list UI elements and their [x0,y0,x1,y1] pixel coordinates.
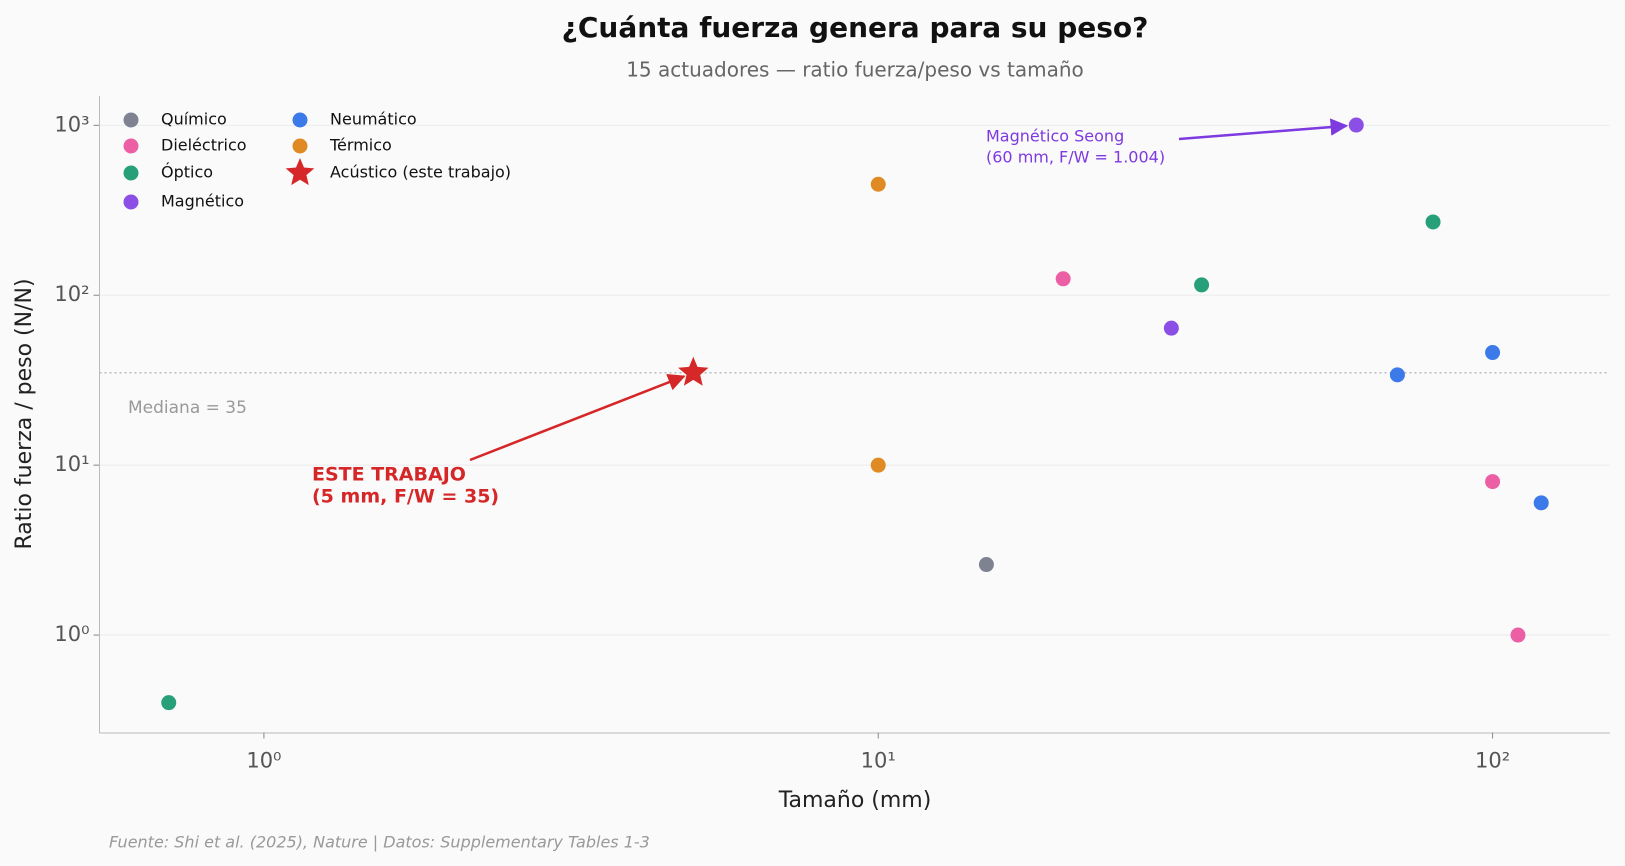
legend-label: Térmico [329,136,392,155]
legend-label: Acústico (este trabajo) [330,163,511,182]
y-tick-label: 10² [54,282,89,306]
y-tick-label: 10⁰ [54,622,89,646]
x-tick-label: 10² [1475,749,1510,773]
legend-label: Químico [161,110,227,129]
annotation-text: Magnético Seong [986,127,1124,146]
chart-title: ¿Cuánta fuerza genera para su peso? [562,11,1149,44]
scatter-point [1389,367,1405,383]
legend-label: Óptico [161,163,213,182]
legend-marker [123,112,139,128]
source-note: Fuente: Shi et al. (2025), Nature | Dato… [109,833,650,852]
scatter-point [1485,345,1501,361]
scatter-point [1425,214,1441,230]
annotation-text: (5 mm, F/W = 35) [312,486,499,508]
scatter-point [1055,271,1071,287]
scatter-point [1163,320,1179,336]
x-tick-label: 10¹ [861,749,896,773]
y-tick-label: 10³ [54,112,89,136]
scatter-point [870,176,886,192]
annotation-arrow [469,373,686,462]
legend-marker [123,138,139,154]
scatter-point [978,557,994,573]
legend-marker [292,112,308,128]
scatter-point [161,695,177,711]
x-axis-label: Tamaño (mm) [778,788,932,813]
legend-marker [292,138,308,154]
x-tick-label: 10⁰ [246,749,281,773]
scatter-point [1510,627,1526,643]
scatter-point [1194,277,1210,293]
legend-label: Magnético [161,192,244,211]
y-axis-label: Ratio fuerza / peso (N/N) [12,278,37,549]
scatter-point [1485,474,1501,490]
annotation-text: ESTE TRABAJO [312,464,466,486]
annotation-text: (60 mm, F/W = 1.004) [986,148,1165,167]
y-tick-label: 10¹ [54,452,89,476]
legend-label: Dieléctrico [161,136,247,155]
legend-marker [285,158,315,186]
scatter-point [1533,495,1549,511]
legend-marker [123,165,139,181]
annotation-arrow [1178,118,1349,141]
legend-label: Neumático [330,110,417,129]
star-point [678,356,709,386]
scatter-point [1348,117,1364,133]
scatter-point [870,457,886,473]
median-label: Mediana = 35 [128,398,247,418]
legend-marker [123,194,139,210]
chart-subtitle: 15 actuadores — ratio fuerza/peso vs tam… [626,58,1084,82]
